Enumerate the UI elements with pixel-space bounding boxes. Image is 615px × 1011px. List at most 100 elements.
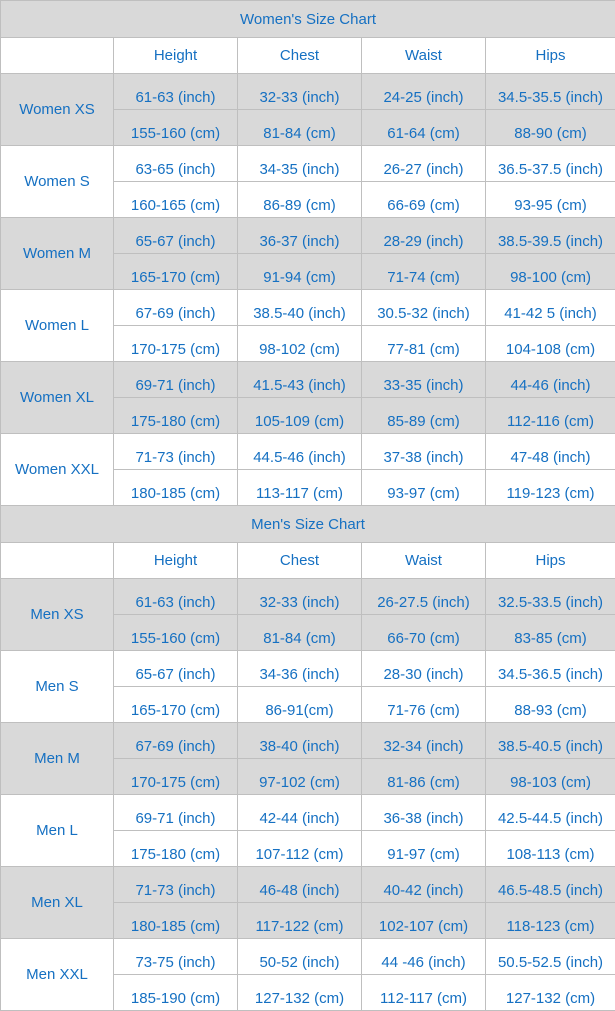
size-label: Men XXL — [1, 939, 114, 1011]
inch-value: 67-69 (inch) — [114, 723, 238, 759]
column-header: Hips — [486, 543, 615, 579]
cm-value: 77-81 (cm) — [362, 326, 486, 362]
cm-value: 185-190 (cm) — [114, 975, 238, 1011]
cm-value: 93-97 (cm) — [362, 470, 486, 506]
chart-title: Men's Size Chart — [1, 506, 615, 543]
inch-value: 36-37 (inch) — [238, 218, 362, 254]
cm-value: 105-109 (cm) — [238, 398, 362, 434]
cm-value: 112-117 (cm) — [362, 975, 486, 1011]
cm-value: 104-108 (cm) — [486, 326, 615, 362]
cm-value: 160-165 (cm) — [114, 182, 238, 218]
inch-value: 28-30 (inch) — [362, 651, 486, 687]
size-label: Women L — [1, 290, 114, 362]
inch-value: 34.5-35.5 (inch) — [486, 74, 615, 110]
inch-value: 34-36 (inch) — [238, 651, 362, 687]
inch-value: 40-42 (inch) — [362, 867, 486, 903]
cm-value: 180-185 (cm) — [114, 470, 238, 506]
cm-value: 61-64 (cm) — [362, 110, 486, 146]
cm-value: 118-123 (cm) — [486, 903, 615, 939]
inch-value: 38.5-40.5 (inch) — [486, 723, 615, 759]
column-header — [1, 543, 114, 579]
cm-value: 180-185 (cm) — [114, 903, 238, 939]
size-label: Men M — [1, 723, 114, 795]
size-label: Men S — [1, 651, 114, 723]
inch-value: 63-65 (inch) — [114, 146, 238, 182]
inch-value: 38.5-39.5 (inch) — [486, 218, 615, 254]
cm-value: 98-103 (cm) — [486, 759, 615, 795]
cm-value: 93-95 (cm) — [486, 182, 615, 218]
cm-value: 127-132 (cm) — [238, 975, 362, 1011]
size-label: Women M — [1, 218, 114, 290]
inch-value: 44 -46 (inch) — [362, 939, 486, 975]
size-label: Men XS — [1, 579, 114, 651]
inch-value: 42.5-44.5 (inch) — [486, 795, 615, 831]
inch-value: 26-27.5 (inch) — [362, 579, 486, 615]
column-header: Chest — [238, 38, 362, 74]
cm-value: 66-69 (cm) — [362, 182, 486, 218]
cm-value: 71-76 (cm) — [362, 687, 486, 723]
cm-value: 170-175 (cm) — [114, 759, 238, 795]
inch-value: 30.5-32 (inch) — [362, 290, 486, 326]
cm-value: 86-91(cm) — [238, 687, 362, 723]
inch-value: 32-33 (inch) — [238, 74, 362, 110]
inch-value: 61-63 (inch) — [114, 579, 238, 615]
inch-value: 46-48 (inch) — [238, 867, 362, 903]
cm-value: 83-85 (cm) — [486, 615, 615, 651]
cm-value: 117-122 (cm) — [238, 903, 362, 939]
cm-value: 119-123 (cm) — [486, 470, 615, 506]
cm-value: 91-94 (cm) — [238, 254, 362, 290]
inch-value: 69-71 (inch) — [114, 795, 238, 831]
cm-value: 175-180 (cm) — [114, 831, 238, 867]
inch-value: 61-63 (inch) — [114, 74, 238, 110]
cm-value: 155-160 (cm) — [114, 615, 238, 651]
cm-value: 127-132 (cm) — [486, 975, 615, 1011]
cm-value: 98-100 (cm) — [486, 254, 615, 290]
chart-title: Women's Size Chart — [1, 1, 615, 38]
cm-value: 112-116 (cm) — [486, 398, 615, 434]
inch-value: 69-71 (inch) — [114, 362, 238, 398]
inch-value: 65-67 (inch) — [114, 651, 238, 687]
inch-value: 41.5-43 (inch) — [238, 362, 362, 398]
inch-value: 26-27 (inch) — [362, 146, 486, 182]
column-header: Height — [114, 543, 238, 579]
inch-value: 71-73 (inch) — [114, 434, 238, 470]
cm-value: 91-97 (cm) — [362, 831, 486, 867]
cm-value: 71-74 (cm) — [362, 254, 486, 290]
inch-value: 71-73 (inch) — [114, 867, 238, 903]
size-label: Women XXL — [1, 434, 114, 506]
cm-value: 81-84 (cm) — [238, 110, 362, 146]
cm-value: 97-102 (cm) — [238, 759, 362, 795]
inch-value: 65-67 (inch) — [114, 218, 238, 254]
inch-value: 42-44 (inch) — [238, 795, 362, 831]
column-header: Chest — [238, 543, 362, 579]
inch-value: 34.5-36.5 (inch) — [486, 651, 615, 687]
inch-value: 32.5-33.5 (inch) — [486, 579, 615, 615]
cm-value: 165-170 (cm) — [114, 687, 238, 723]
column-header: Waist — [362, 543, 486, 579]
chart-title-row: Women's Size Chart — [1, 1, 615, 38]
cm-value: 98-102 (cm) — [238, 326, 362, 362]
cm-value: 175-180 (cm) — [114, 398, 238, 434]
cm-value: 107-112 (cm) — [238, 831, 362, 867]
size-label: Women XS — [1, 74, 114, 146]
inch-value: 44.5-46 (inch) — [238, 434, 362, 470]
inch-value: 33-35 (inch) — [362, 362, 486, 398]
cm-value: 85-89 (cm) — [362, 398, 486, 434]
inch-value: 24-25 (inch) — [362, 74, 486, 110]
cm-value: 113-117 (cm) — [238, 470, 362, 506]
column-header: Height — [114, 38, 238, 74]
column-header: Waist — [362, 38, 486, 74]
cm-value: 88-93 (cm) — [486, 687, 615, 723]
